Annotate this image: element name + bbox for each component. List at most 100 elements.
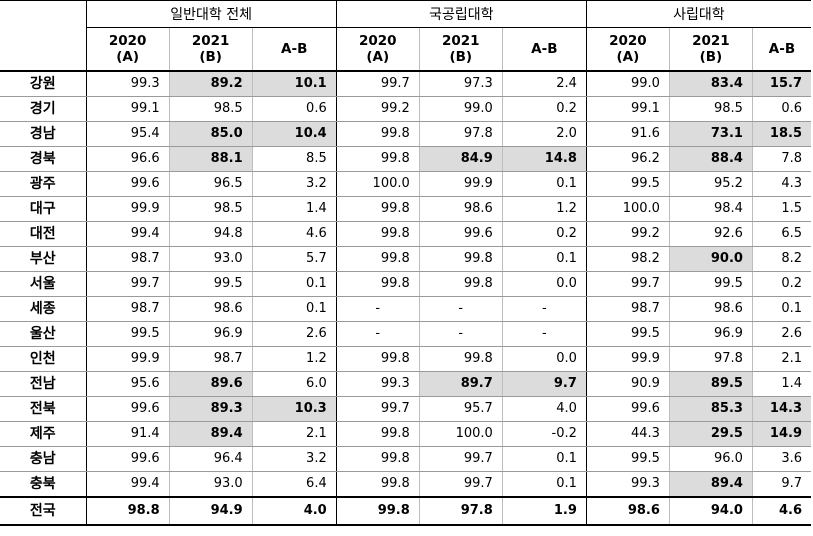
table-cell: 3.6: [752, 446, 811, 472]
table-cell: 4.0: [502, 396, 587, 422]
table-cell: 98.2: [586, 246, 670, 272]
table-cell: -: [336, 296, 420, 322]
table-cell: 99.9: [86, 346, 170, 372]
table-cell: 99.7: [586, 271, 670, 297]
table-cell: 0.2: [502, 96, 587, 122]
table-cell: 8.2: [752, 246, 811, 272]
region-label: 서울: [0, 271, 87, 297]
table-cell: 99.5: [586, 171, 670, 197]
table-row: 인천 99.9 98.7 1.2 99.8 99.8 0.0 99.9 97.8 2.1: [0, 346, 811, 372]
region-label: 충북: [0, 471, 87, 498]
enrollment-rate-table: 일반대학 전체 국공립대학 사립대학 2020 (A) 2021 (B) A-B 2020…: [0, 0, 811, 526]
table-row: 강원 99.3 89.2 10.1 99.7 97.3 2.4 99.0 83.4 15.7: [0, 71, 811, 97]
table-cell: 95.6: [86, 371, 170, 397]
table-cell: 96.9: [169, 321, 253, 347]
table-cell: 89.4: [169, 421, 253, 447]
table-cell: 4.6: [252, 221, 337, 247]
table-cell: 89.7: [419, 371, 503, 397]
subheader-year-private: 2021 (B): [669, 27, 753, 72]
table-cell: 0.0: [502, 346, 587, 372]
table-cell: 96.0: [669, 446, 753, 472]
total-row: 전국 98.8 94.9 4.0 99.8 97.8 1.9 98.6 94.0 4.6: [0, 496, 811, 526]
table-cell: 94.0: [669, 496, 753, 526]
table-cell: 99.5: [669, 271, 753, 297]
table-cell: 99.8: [336, 421, 420, 447]
table-cell: 88.1: [169, 146, 253, 172]
region-label: 경북: [0, 146, 87, 172]
table-cell: 2.6: [252, 321, 337, 347]
table-cell: -: [502, 321, 587, 347]
table-cell: 97.8: [419, 121, 503, 147]
table-cell: 95.4: [86, 121, 170, 147]
table-cell: 0.1: [752, 296, 811, 322]
table-cell: 0.6: [752, 96, 811, 122]
table-cell: 99.4: [86, 221, 170, 247]
table-cell: 99.0: [586, 71, 670, 97]
table-cell: 89.4: [669, 471, 753, 498]
region-label: 전남: [0, 371, 87, 397]
table-cell: 85.0: [169, 121, 253, 147]
table-cell: -0.2: [502, 421, 587, 447]
table-cell: 95.7: [419, 396, 503, 422]
table-row: 전북 99.6 89.3 10.3 99.7 95.7 4.0 99.6 85.3 14.3: [0, 396, 811, 422]
table-row: 광주 99.6 96.5 3.2 100.0 99.9 0.1 99.5 95.2 4.3: [0, 171, 811, 197]
table-cell: 98.4: [669, 196, 753, 222]
table-cell: 2.1: [252, 421, 337, 447]
table-cell: 92.6: [669, 221, 753, 247]
table-cell: 99.8: [336, 496, 420, 526]
table-cell: 99.6: [86, 396, 170, 422]
subheader-year-public: 2020 (A): [336, 27, 420, 72]
table-cell: 96.5: [169, 171, 253, 197]
table-cell: 99.9: [419, 171, 503, 197]
table-cell: 10.4: [252, 121, 337, 147]
table-cell: 99.6: [586, 396, 670, 422]
table-cell: 100.0: [336, 171, 420, 197]
table-cell: 98.7: [86, 296, 170, 322]
table-cell: 99.7: [336, 396, 420, 422]
table-cell: 98.7: [169, 346, 253, 372]
table-row: 전남 95.6 89.6 6.0 99.3 89.7 9.7 90.9 89.5 1.4: [0, 371, 811, 397]
table-cell: 98.5: [669, 96, 753, 122]
table-cell: 99.8: [336, 221, 420, 247]
table-body: 강원 99.3 89.2 10.1 99.7 97.3 2.4 99.0 83.4 15.7 경기 9…: [0, 71, 811, 526]
table-cell: 96.2: [586, 146, 670, 172]
table-cell: 1.9: [502, 496, 587, 526]
table-cell: 90.9: [586, 371, 670, 397]
region-label: 강원: [0, 71, 87, 97]
table-cell: 89.2: [169, 71, 253, 97]
subheader-year-general: 2020 (A): [86, 27, 170, 72]
table-cell: 0.2: [752, 271, 811, 297]
region-label: 경기: [0, 96, 87, 122]
table-cell: 99.8: [336, 346, 420, 372]
table-cell: 94.8: [169, 221, 253, 247]
subheader-diff-general: A-B: [252, 27, 337, 72]
table-cell: 0.1: [252, 271, 337, 297]
table-row: 경기 99.1 98.5 0.6 99.2 99.0 0.2 99.1 98.5 0.6: [0, 96, 811, 122]
table-cell: 99.2: [336, 96, 420, 122]
region-label: 부산: [0, 246, 87, 272]
table-cell: -: [419, 321, 503, 347]
table-cell: 99.5: [86, 321, 170, 347]
table-row: 대구 99.9 98.5 1.4 99.8 98.6 1.2 100.0 98.4 1.5: [0, 196, 811, 222]
table-cell: 98.5: [169, 196, 253, 222]
table-cell: 97.8: [419, 496, 503, 526]
region-label: 제주: [0, 421, 87, 447]
table-cell: 99.9: [86, 196, 170, 222]
subheader-year-private: 2020 (A): [586, 27, 670, 72]
table-cell: 4.0: [252, 496, 337, 526]
table-cell: 0.6: [252, 96, 337, 122]
table-cell: 99.8: [419, 346, 503, 372]
table-cell: 99.7: [419, 446, 503, 472]
table-cell: 98.5: [169, 96, 253, 122]
table-cell: 98.6: [169, 296, 253, 322]
table-cell: 100.0: [586, 196, 670, 222]
table-cell: 91.6: [586, 121, 670, 147]
subheader-diff-public: A-B: [502, 27, 587, 72]
table-cell: 99.5: [586, 446, 670, 472]
table-cell: 99.8: [336, 246, 420, 272]
table-cell: 9.7: [752, 471, 811, 498]
table-cell: 99.8: [336, 471, 420, 498]
table-cell: 94.9: [169, 496, 253, 526]
table-cell: 0.1: [502, 171, 587, 197]
table-row: 경남 95.4 85.0 10.4 99.8 97.8 2.0 91.6 73.1 18.5: [0, 121, 811, 147]
